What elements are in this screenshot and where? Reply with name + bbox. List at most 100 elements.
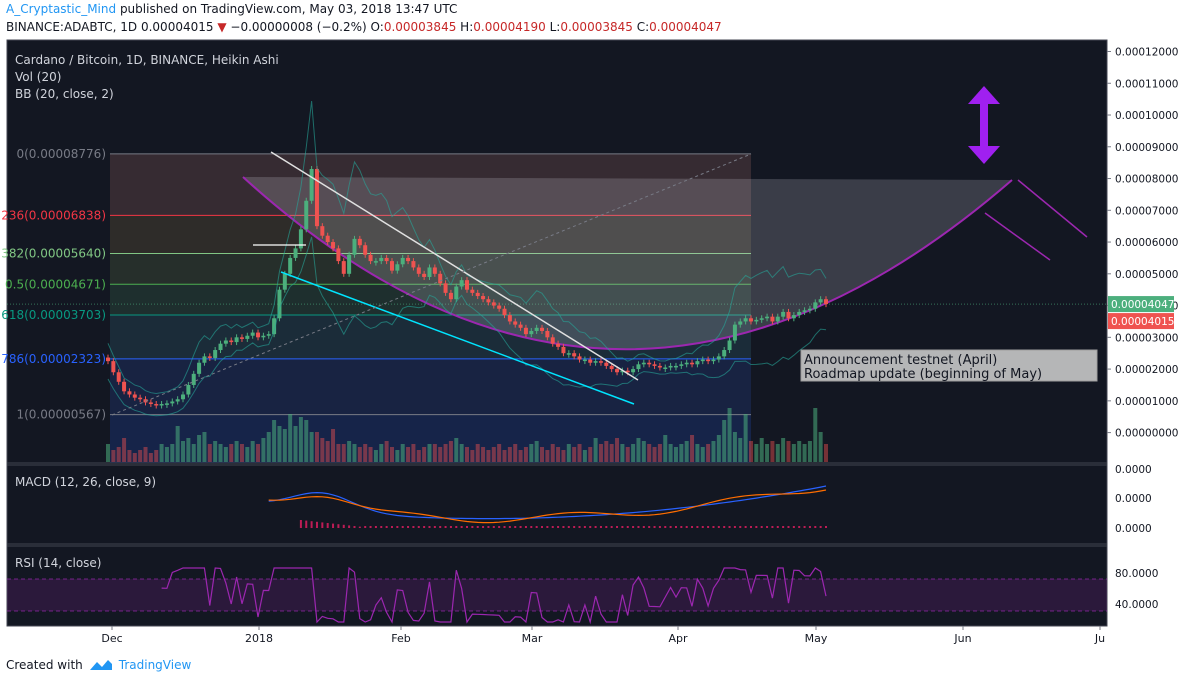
bollinger-lower <box>107 236 827 417</box>
candle <box>598 361 603 363</box>
macd-histogram-bar <box>342 524 345 528</box>
volume-bar <box>582 450 587 462</box>
author-link[interactable]: A_Cryptastic_Mind <box>6 2 117 16</box>
macd-histogram-bar <box>739 526 742 528</box>
volume-bar <box>641 441 646 462</box>
y-tick-label: 0.00008000 <box>1115 174 1178 186</box>
candle <box>802 310 807 312</box>
volume-bar <box>266 432 271 462</box>
macd-histogram-bar <box>364 526 367 528</box>
y-tick-label: 0.00011000 <box>1115 78 1178 90</box>
projection-line <box>984 212 1051 261</box>
candle <box>159 404 164 406</box>
candle <box>727 340 732 351</box>
volume-bar <box>615 438 620 462</box>
volume-bar <box>657 444 662 462</box>
volume-bar <box>111 450 116 462</box>
candle <box>679 364 684 366</box>
volume-bar <box>652 447 657 462</box>
candle <box>256 332 261 338</box>
candle <box>191 373 196 385</box>
candle <box>743 318 748 322</box>
macd-histogram-bar <box>390 526 393 528</box>
volume-bar <box>727 408 732 462</box>
macd-histogram-bar <box>326 523 329 528</box>
volume-bar <box>759 438 764 462</box>
candle <box>400 257 405 265</box>
candle <box>448 292 453 300</box>
volume-bar <box>122 438 127 462</box>
macd-histogram-bar <box>717 526 720 528</box>
macd-histogram-bar <box>733 526 736 528</box>
volume-bar <box>748 441 753 462</box>
volume-bar <box>561 450 566 462</box>
macd-histogram-bar <box>348 525 351 528</box>
volume-bar <box>181 441 186 462</box>
volume-bar <box>223 447 228 462</box>
candle <box>234 337 239 343</box>
volume-bar <box>207 444 212 462</box>
candle <box>432 267 437 274</box>
volume-bar <box>631 444 636 462</box>
volume-bar <box>191 444 196 462</box>
candle <box>454 286 459 300</box>
volume-bar <box>529 444 534 462</box>
volume-bar <box>448 441 453 462</box>
macd-histogram-bar <box>412 526 415 528</box>
candle <box>389 261 394 271</box>
volume-bar <box>245 447 250 462</box>
fib-zone <box>110 358 751 415</box>
volume-bar <box>545 450 550 462</box>
macd-histogram-bar <box>664 526 667 528</box>
volume-bar <box>384 441 389 462</box>
macd-histogram-bar <box>648 526 651 528</box>
candle <box>170 401 175 404</box>
macd-histogram-bar <box>471 526 474 528</box>
candle <box>443 283 448 293</box>
volume-bar <box>320 438 325 462</box>
footer: Created with TradingView <box>6 658 191 672</box>
volume-bar <box>770 441 775 462</box>
candle <box>250 332 255 336</box>
candle <box>245 335 250 339</box>
macd-histogram-bar <box>696 526 699 528</box>
volume-bar <box>325 441 330 462</box>
chart-frame <box>6 39 1108 627</box>
candle <box>775 316 780 322</box>
candle <box>239 337 244 339</box>
fib-level-label: 618(0.00003703) <box>1 308 106 322</box>
macd-signal-line <box>268 489 827 524</box>
volume-bar <box>577 444 582 462</box>
open-label: O: <box>370 20 384 34</box>
candle <box>261 335 266 338</box>
macd-histogram-bar <box>562 526 565 528</box>
candle <box>106 357 110 362</box>
candle <box>304 200 309 230</box>
macd-histogram-bar <box>760 526 763 528</box>
candle <box>738 321 743 325</box>
macd-histogram-bar <box>428 526 431 528</box>
volume-bar <box>502 450 507 462</box>
x-tick-label: Dec <box>101 632 122 645</box>
macd-histogram-bar <box>803 526 806 528</box>
macd-tick-label: 0.0000 <box>1115 523 1152 535</box>
macd-tick-label: 0.0000 <box>1115 464 1152 476</box>
x-tick-label: Apr <box>668 632 688 645</box>
candle <box>647 362 652 365</box>
candle <box>690 362 695 365</box>
support-trendline <box>280 271 635 405</box>
price-label-box <box>1108 296 1174 313</box>
macd-histogram-bar <box>401 526 404 528</box>
chart-header-line1: A_Cryptastic_Mind published on TradingVi… <box>6 2 457 16</box>
candle <box>609 365 614 370</box>
candle <box>486 299 491 303</box>
candle <box>336 248 341 262</box>
volume-bar <box>765 444 770 462</box>
candle <box>711 359 716 362</box>
legend-item: BB (20, close, 2) <box>15 87 114 101</box>
created-with-text: Created with <box>6 658 83 672</box>
tradingview-link[interactable]: TradingView <box>118 658 192 672</box>
candle <box>722 350 727 357</box>
candle <box>540 327 545 331</box>
